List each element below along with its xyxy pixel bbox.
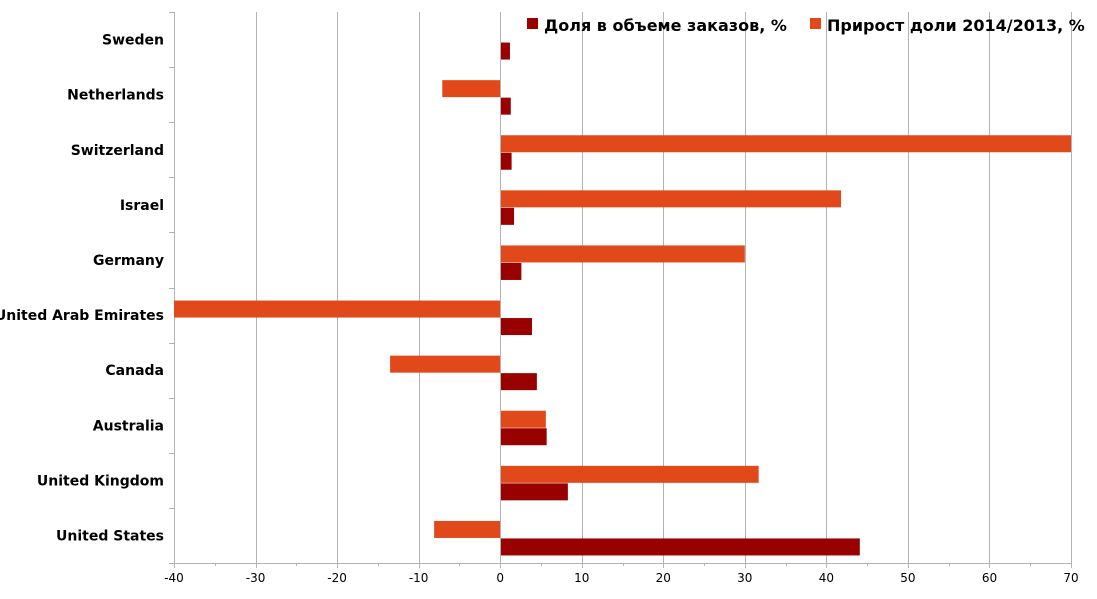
bar-growth — [390, 355, 501, 373]
bar-share — [500, 207, 515, 225]
category-label: Australia — [93, 418, 164, 434]
bar-share — [500, 373, 537, 391]
legend-label-growth: Прирост доли 2014/2013, % — [827, 16, 1085, 35]
bar-growth — [500, 465, 759, 483]
x-tick-label: -10 — [409, 571, 429, 585]
x-tick-label: 10 — [574, 571, 589, 585]
x-tick-label: 0 — [496, 571, 504, 585]
bar-growth — [500, 190, 842, 208]
bar-share — [500, 318, 532, 336]
x-tick-label: 70 — [1063, 571, 1078, 585]
bar-share — [500, 262, 522, 280]
bar-share — [500, 428, 547, 446]
category-label: United Arab Emirates — [0, 308, 164, 324]
legend-swatch-share — [527, 18, 538, 29]
category-label: Netherlands — [67, 88, 164, 104]
bar-growth — [500, 135, 1071, 153]
category-label: Sweden — [102, 33, 164, 49]
category-label: United Kingdom — [37, 473, 164, 489]
bar-share — [500, 483, 568, 501]
bar-growth — [442, 80, 501, 98]
x-tick-label: 60 — [982, 571, 997, 585]
x-tick-labels: -40 -30 -20 -10 0 10 20 30 40 50 60 70 — [164, 571, 1078, 585]
x-tick-label: 30 — [737, 571, 752, 585]
x-tick-label: -40 — [164, 571, 184, 585]
bar-share — [500, 97, 511, 115]
legend-swatch-growth — [810, 18, 821, 29]
legend: Доля в объеме заказов, % Прирост доли 20… — [527, 16, 1085, 35]
category-label: Canada — [105, 363, 164, 379]
category-labels: Sweden Netherlands Switzerland Israel German… — [0, 33, 164, 545]
bar-share — [500, 538, 860, 556]
x-tick-label: 50 — [900, 571, 915, 585]
x-tick-label: 20 — [656, 571, 671, 585]
axes — [169, 12, 1072, 568]
category-label: Switzerland — [71, 143, 164, 159]
legend-label-share: Доля в объеме заказов, % — [544, 16, 787, 35]
bar-growth — [174, 300, 501, 318]
category-label: United States — [56, 528, 164, 544]
x-tick-label: -20 — [327, 571, 347, 585]
bar-share — [500, 152, 512, 170]
bar-growth — [500, 245, 745, 263]
category-label: Israel — [120, 198, 164, 214]
bars — [174, 42, 1071, 556]
x-tick-label: 40 — [819, 571, 834, 585]
x-tick-label: -30 — [246, 571, 266, 585]
bar-share — [500, 42, 510, 60]
bar-growth — [500, 410, 546, 428]
bar-growth — [434, 520, 501, 538]
category-label: Germany — [93, 253, 164, 269]
